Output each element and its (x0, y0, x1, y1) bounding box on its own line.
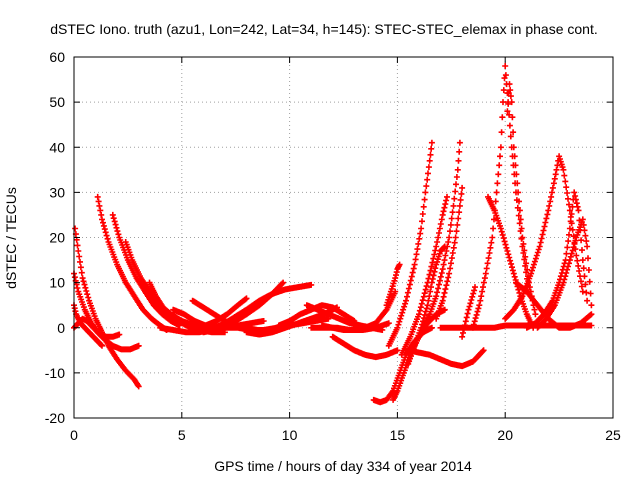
x-tick-label-4: 20 (497, 427, 513, 443)
x-axis-label: GPS time / hours of day 334 of year 2014 (214, 458, 472, 474)
series-37 (534, 216, 595, 331)
series-13 (211, 281, 315, 331)
x-tick-label-5: 25 (605, 427, 621, 443)
series-34 (504, 81, 539, 318)
series-38-markers (513, 279, 595, 331)
series-21 (383, 261, 403, 309)
series-13-markers (211, 281, 315, 331)
y-tick-label-0: -20 (45, 410, 65, 426)
chart-title: dSTEC Iono. truth (azu1, Lon=242, Lat=34… (50, 21, 597, 37)
y-tick-label-2: 0 (57, 320, 65, 336)
series-33-markers (485, 193, 537, 331)
x-tick-label-1: 5 (178, 427, 186, 443)
series-4 (94, 193, 170, 333)
x-tick-label-2: 10 (282, 427, 298, 443)
series-22-markers (370, 324, 435, 406)
series-24 (385, 139, 435, 349)
series-19-markers (308, 320, 392, 333)
series-27-markers (420, 139, 463, 331)
series-20 (329, 333, 401, 361)
series-36 (523, 189, 591, 331)
x-tick-label-0: 0 (70, 427, 78, 443)
series-21-markers (383, 261, 403, 309)
series-29-markers (405, 347, 487, 370)
y-tick-label-7: 50 (49, 94, 65, 110)
series-24-markers (385, 139, 435, 349)
y-tick-label-5: 30 (49, 184, 65, 200)
series-19 (308, 320, 392, 333)
series-20-markers (329, 333, 401, 361)
y-tick-label-1: -10 (45, 365, 65, 381)
x-tick-label-3: 15 (390, 427, 406, 443)
y-tick-label-3: 10 (49, 275, 65, 291)
y-tick-label-6: 40 (49, 139, 65, 155)
series-37-markers (534, 216, 595, 331)
series-38 (513, 279, 595, 331)
series-36-markers (523, 189, 591, 331)
series-22 (370, 324, 435, 406)
data-points (71, 63, 595, 406)
series-25-markers (398, 193, 450, 358)
y-tick-label-4: 20 (49, 230, 65, 246)
series-34-markers (504, 81, 539, 318)
series-27 (420, 139, 463, 331)
series-28 (433, 184, 466, 322)
grid-lines (74, 57, 613, 418)
series-29 (405, 347, 487, 370)
series-4-markers (94, 193, 170, 333)
axis-ticks: 0 5 10 15 20 25 -20 -10 0 10 20 30 40 50 60 (45, 49, 621, 443)
y-tick-label-8: 60 (49, 49, 65, 65)
series-28-markers (433, 184, 466, 322)
series-25 (398, 193, 450, 358)
y-axis-label: dSTEC / TECUs (3, 187, 19, 289)
series-33 (485, 193, 537, 331)
